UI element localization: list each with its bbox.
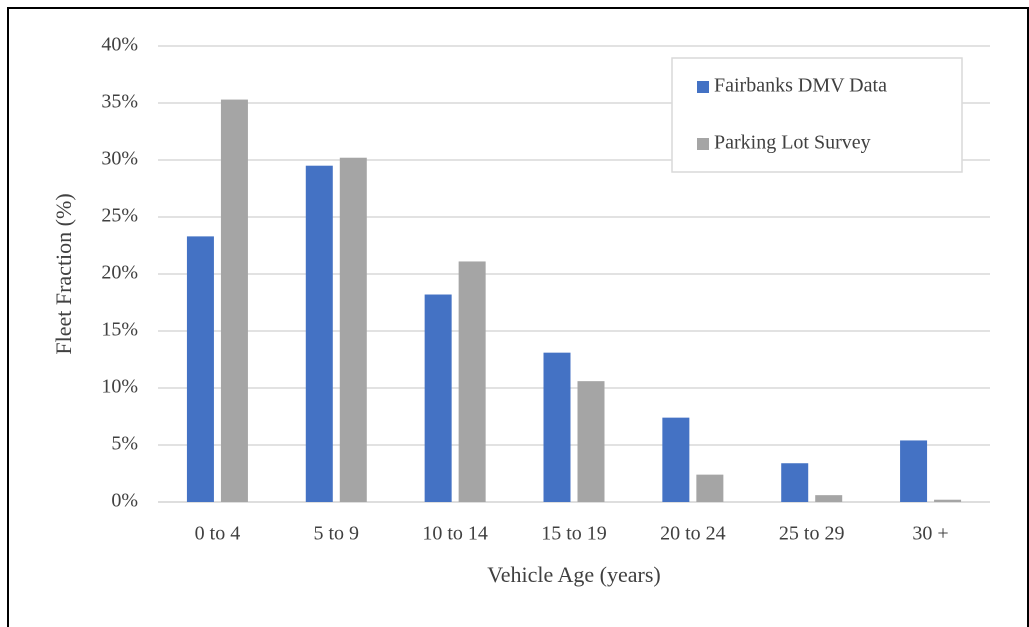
y-tick-label: 35% [101,91,138,113]
bar [424,294,452,502]
bar [543,352,571,502]
bar [815,495,843,502]
bar [662,417,690,502]
bar [305,165,333,502]
x-tick-label: 0 to 4 [195,523,241,545]
bar [339,157,367,502]
legend-swatch [697,138,709,150]
y-tick-label: 40% [101,34,138,56]
legend-box [671,57,963,173]
y-axis-title: Fleet Fraction (%) [51,193,76,354]
y-tick-label: 15% [101,319,138,341]
bar [781,463,809,502]
bar [900,440,928,502]
bar [458,261,486,502]
y-tick-label: 20% [101,262,138,284]
y-tick-label: 0% [111,490,138,512]
bar [577,381,605,502]
frame [7,7,1029,627]
legend-label: Fairbanks DMV Data [714,75,887,97]
y-tick-label: 30% [101,148,138,170]
y-tick-label: 10% [101,376,138,398]
x-tick-label: 5 to 9 [314,523,360,545]
x-tick-label: 15 to 19 [541,523,607,545]
bar [186,236,214,502]
y-tick-label: 25% [101,205,138,227]
bar [696,474,724,502]
legend-swatch [697,81,709,93]
x-tick-label: 10 to 14 [422,523,488,545]
bar [220,99,248,502]
y-tick-label: 5% [111,433,138,455]
legend-label: Parking Lot Survey [714,132,871,154]
x-tick-label: 30 + [912,523,948,545]
x-tick-label: 25 to 29 [779,523,845,545]
bar [934,499,962,502]
x-tick-label: 20 to 24 [660,523,726,545]
x-axis-title: Vehicle Age (years) [487,562,660,587]
